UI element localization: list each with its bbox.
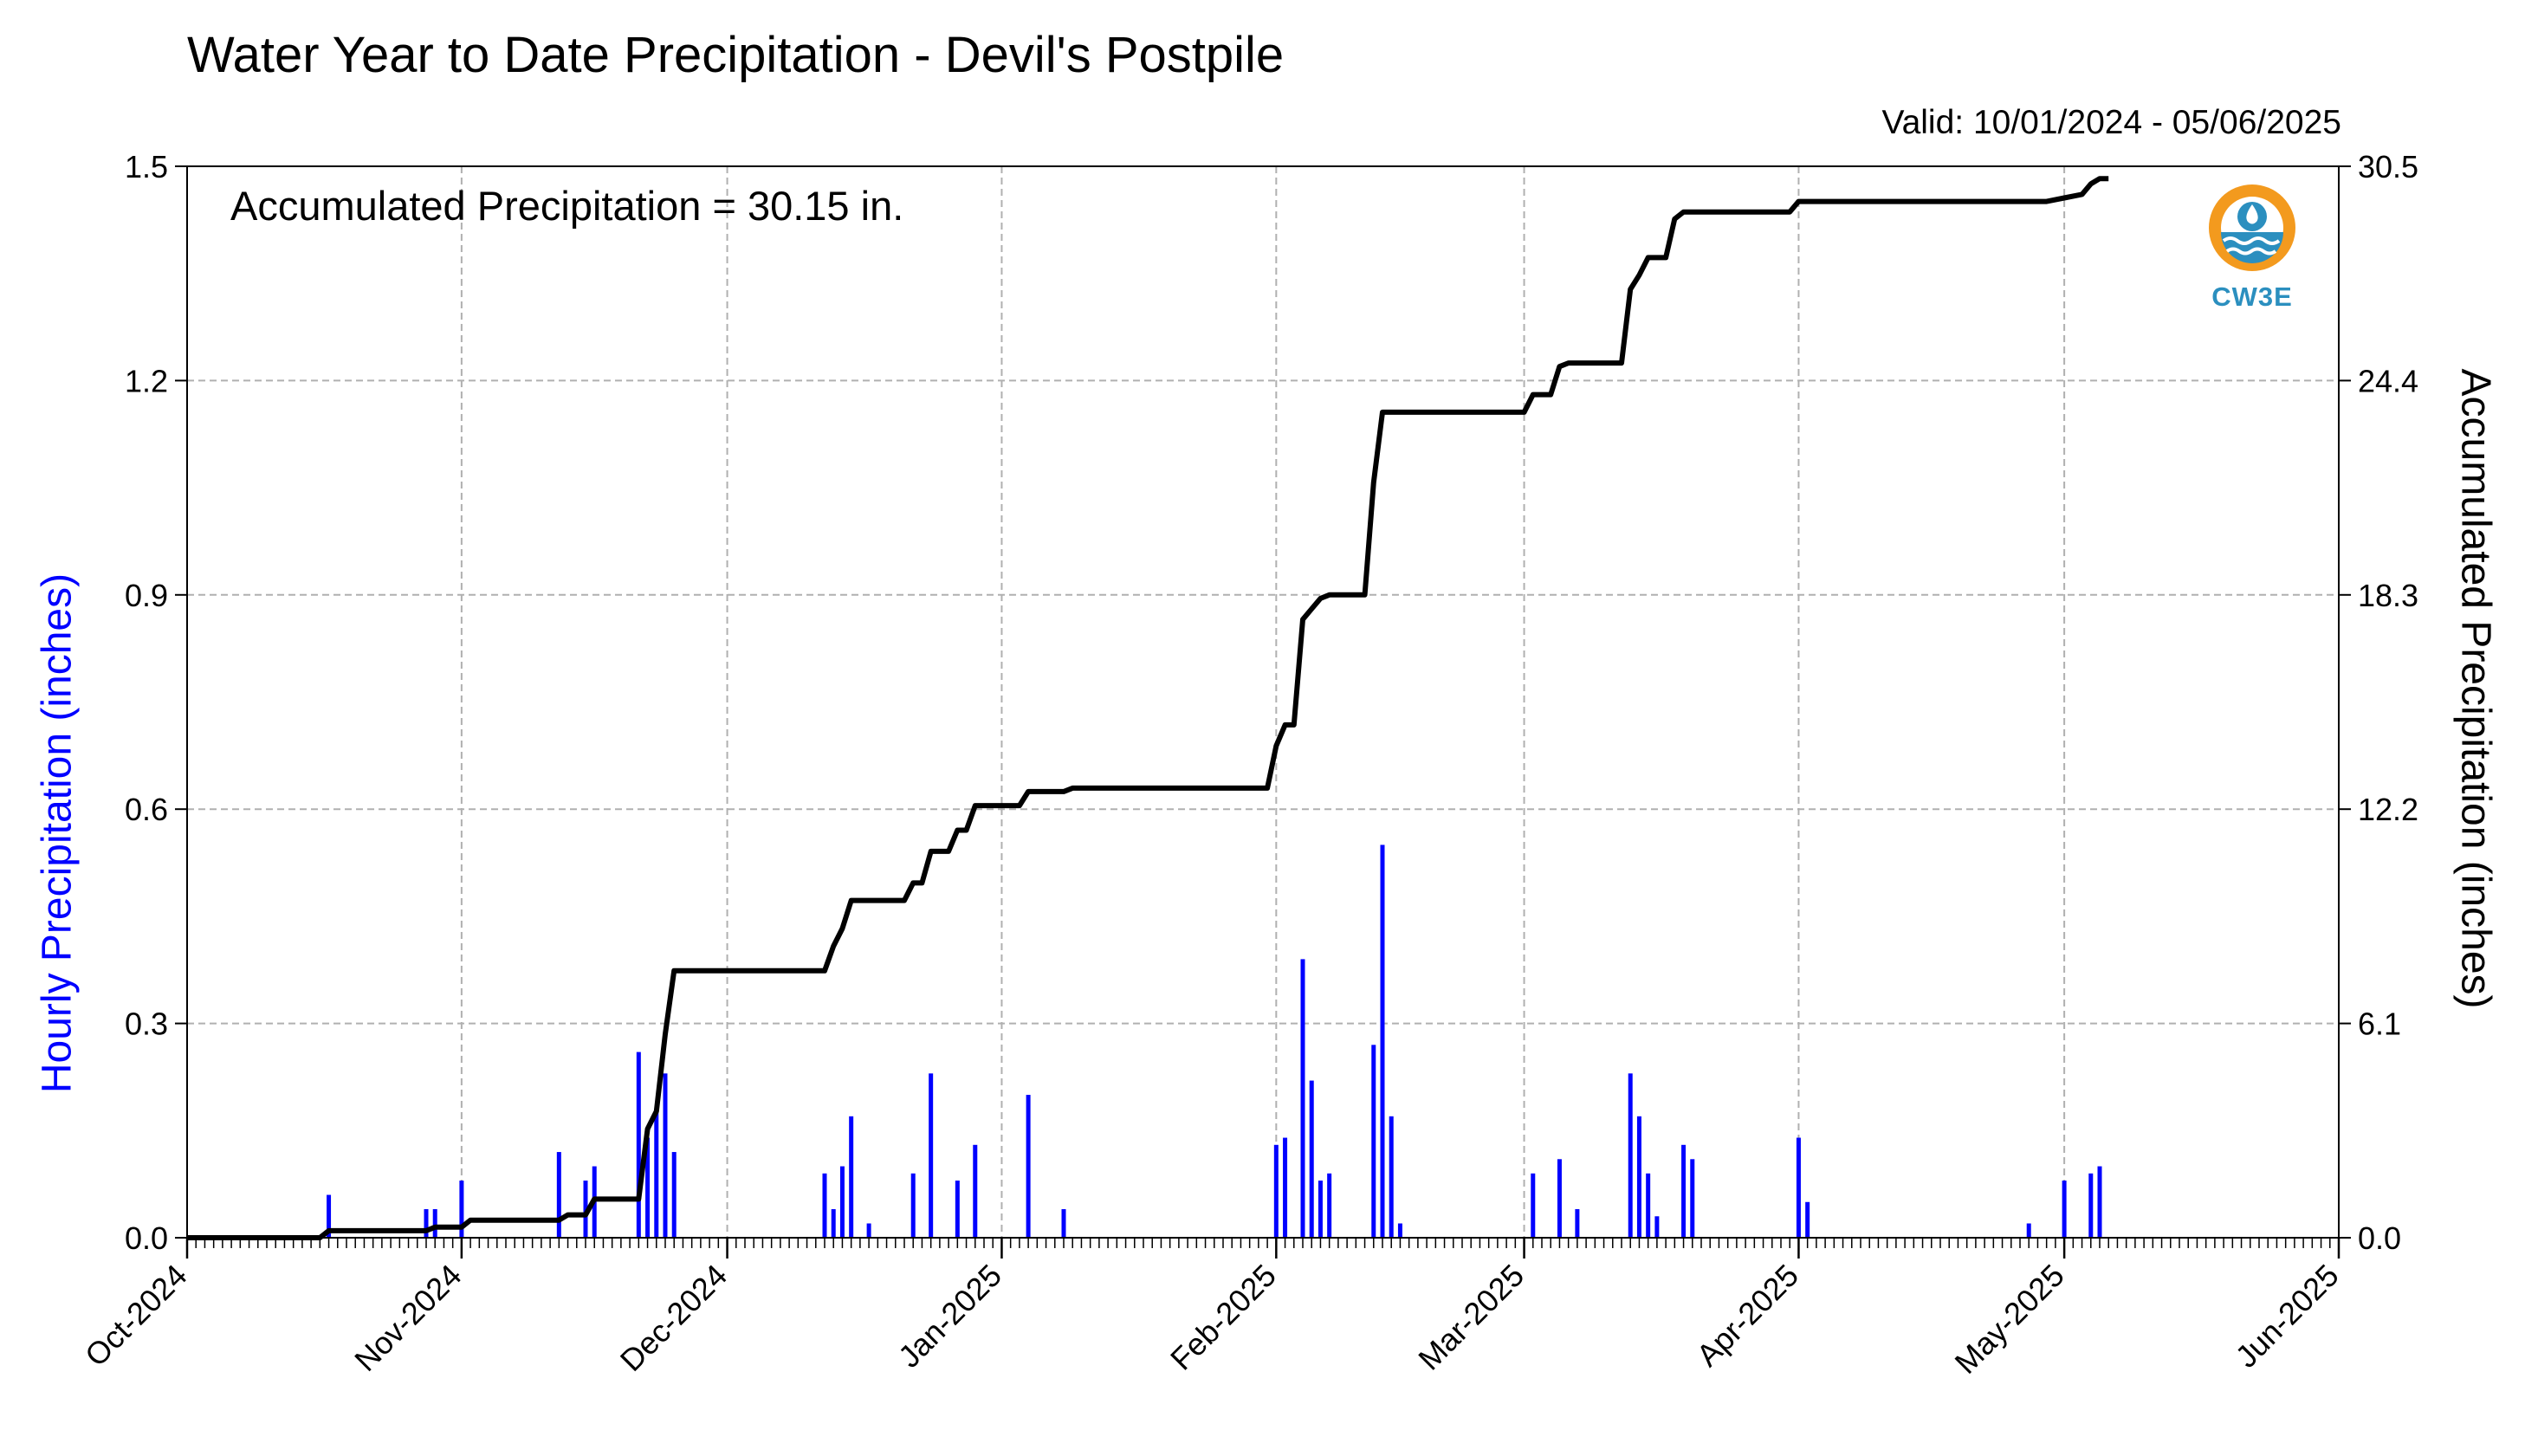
hourly-precip-bar [654,1109,659,1238]
hourly-precip-bar [2097,1166,2102,1238]
hourly-precip-bar [1318,1181,1323,1238]
hourly-precip-bar [327,1194,332,1238]
x-tick-label: Oct-2024 [78,1258,194,1374]
y-tick-label-left: 0.0 [125,1220,168,1256]
hourly-precip-bar [1681,1144,1687,1238]
y-tick-label-left: 1.2 [125,363,168,398]
y-tick-label-right: 30.5 [2358,149,2418,184]
x-tick-label: Jan-2025 [891,1258,1008,1375]
hourly-precip-bar [831,1209,836,1238]
y-tick-label-left: 0.3 [125,1006,168,1042]
hourly-precip-bar [1380,844,1385,1238]
hourly-precip-bar [1646,1173,1651,1238]
hourly-precip-bar [1283,1137,1288,1238]
tick-labels: 0.0 0.3 0.6 0.9 1.2 1.5 0.0 6.1 12.2 18.3 24.4 30.5… [78,149,2418,1381]
y-tick-label-right: 18.3 [2358,578,2418,613]
hourly-precip-bar [1531,1173,1536,1238]
hourly-precip-bar [1654,1216,1660,1238]
accumulated-precip-line [187,176,2109,1240]
hourly-precip-bar [1636,1116,1641,1238]
hourly-precip-bar [822,1173,827,1238]
hourly-precip-bar [910,1173,916,1238]
logo-text: CW3E [2211,281,2293,312]
hourly-precip-bar [849,1116,854,1238]
x-tick-label: Feb-2025 [1163,1258,1283,1377]
hourly-precip-bar [583,1181,588,1238]
hourly-precip-bar [1690,1159,1695,1238]
hourly-precip-bar [2026,1223,2031,1238]
hourly-precip-bar [663,1073,668,1238]
y-tick-label-right: 6.1 [2358,1006,2401,1042]
hourly-precip-bar [839,1166,845,1238]
hourly-precip-bar [1309,1080,1314,1238]
hourly-precip-bar [424,1209,429,1238]
hourly-precip-bar [1628,1073,1633,1238]
hourly-precip-bar [556,1152,561,1238]
hourly-precip-bar [645,1137,651,1238]
y-tick-label-left: 0.9 [125,578,168,613]
hourly-precip-bar [1273,1144,1279,1238]
x-tick-label: Jun-2025 [2229,1258,2346,1375]
valid-date-range: Valid: 10/01/2024 - 05/06/2025 [1881,104,2341,141]
hourly-precip-bar [1300,959,1305,1238]
cw3e-logo: CW3E [2200,180,2304,313]
accumulated-total-annotation: Accumulated Precipitation = 30.15 in. [230,183,904,229]
hourly-precip-bar [432,1209,437,1238]
hourly-precip-bar [1389,1116,1394,1238]
chart-title: Water Year to Date Precipitation - Devil… [187,27,1285,83]
hourly-precip-bar [973,1144,978,1238]
x-tick-label: Nov-2024 [347,1258,468,1378]
hourly-precip-bar [866,1223,871,1238]
hourly-precip-bar [1796,1137,1801,1238]
hourly-precip-bar [1575,1209,1580,1238]
grid-lines [187,166,2339,1238]
hourly-precip-bar [1061,1209,1066,1238]
plot-frame [186,165,2340,1239]
hourly-precip-bar [459,1181,464,1238]
hourly-precip-bar [955,1181,960,1238]
hourly-precip-bar [1371,1045,1376,1238]
x-tick-label: Dec-2024 [613,1258,734,1378]
y-axis-label-left: Hourly Precipitation (inches) [34,573,81,1094]
x-tick-label: Mar-2025 [1411,1258,1531,1377]
y-tick-label-left: 0.6 [125,792,168,827]
y-tick-label-left: 1.5 [125,149,168,184]
hourly-precip-bar [1327,1173,1332,1238]
y-tick-label-right: 12.2 [2358,792,2418,827]
hourly-precip-bar [1805,1201,1810,1238]
y-tick-label-right: 24.4 [2358,363,2418,398]
axes [175,165,2351,1259]
x-tick-label: Apr-2025 [1689,1258,1805,1374]
hourly-precip-bar [636,1052,641,1238]
hourly-precip-bar [2062,1181,2067,1238]
hourly-precip-bar [1026,1095,1031,1238]
hourly-precip-bar [1557,1159,1562,1238]
x-tick-label: May-2025 [1948,1258,2071,1381]
hourly-precip-bars [327,844,2102,1238]
hourly-precip-bar [1397,1223,1402,1238]
y-axis-label-right: Accumulated Precipitation (inches) [2452,368,2499,1009]
y-tick-label-right: 0.0 [2358,1220,2401,1256]
hourly-precip-bar [2088,1173,2094,1238]
hourly-precip-bar [929,1073,934,1238]
cw3e-logo-icon [2209,184,2295,271]
hourly-precip-bar [671,1152,677,1238]
accumulated-precip-line-group [187,176,2109,1240]
